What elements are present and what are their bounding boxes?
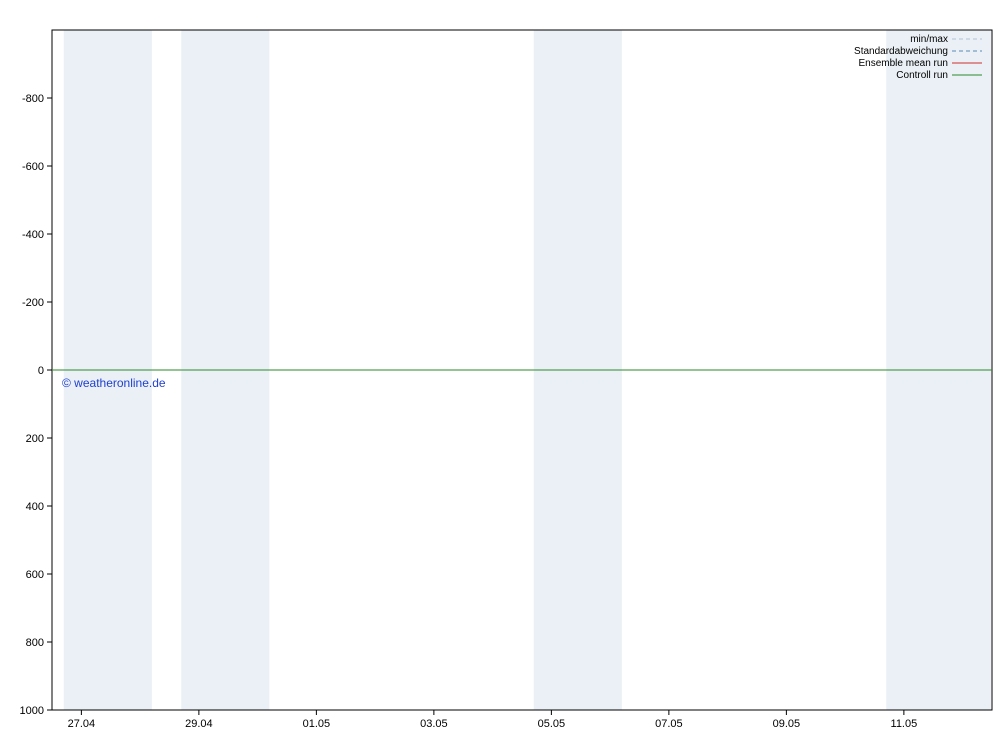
legend-label: min/max bbox=[910, 34, 948, 45]
x-tick-label: 09.05 bbox=[773, 718, 801, 730]
y-tick-label: 800 bbox=[26, 637, 44, 649]
y-tick-label: -200 bbox=[22, 297, 44, 309]
y-tick-label: -600 bbox=[22, 161, 44, 173]
legend-label: Standardabweichung bbox=[854, 46, 948, 57]
y-tick-label: -800 bbox=[22, 93, 44, 105]
legend-label: Ensemble mean run bbox=[859, 58, 949, 69]
chart-container: GENS Time Series Koszalin Fr. 26.04.2024… bbox=[0, 0, 1000, 733]
x-tick-label: 01.05 bbox=[303, 718, 331, 730]
y-tick-label: 1000 bbox=[20, 705, 44, 717]
x-tick-label: 05.05 bbox=[538, 718, 566, 730]
y-tick-label: -400 bbox=[22, 229, 44, 241]
chart-svg: -800 -600 -400 -200 0 200 400 600 800 1000 27.04 29… bbox=[0, 0, 1000, 733]
y-tick-label: 600 bbox=[26, 569, 44, 581]
x-tick-label: 27.04 bbox=[68, 718, 96, 730]
y-tick-label: 200 bbox=[26, 433, 44, 445]
x-tick-label: 11.05 bbox=[891, 718, 918, 730]
x-tick-label: 03.05 bbox=[420, 718, 448, 730]
y-tick-label: 400 bbox=[26, 501, 44, 513]
y-tick-label: 0 bbox=[38, 365, 44, 377]
watermark: © weatheronline.de bbox=[62, 376, 166, 390]
legend-label: Controll run bbox=[896, 70, 948, 81]
x-tick-label: 07.05 bbox=[655, 718, 683, 730]
x-tick-label: 29.04 bbox=[185, 718, 213, 730]
